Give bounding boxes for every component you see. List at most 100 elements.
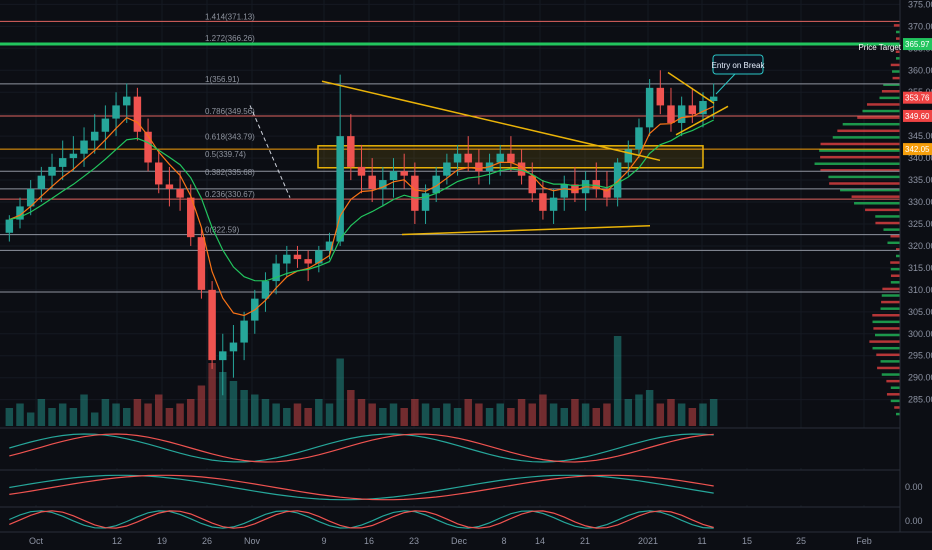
entry-callout-pointer [715, 73, 736, 95]
time-tick-label: 12 [112, 536, 122, 546]
candle-body [539, 193, 547, 211]
oscillator-panel-3: 0.00 [0, 506, 923, 532]
price-tick-label: 310.00 [908, 285, 932, 295]
wedge-lower [675, 105, 729, 136]
volume-profile-bar [854, 202, 900, 205]
time-tick-label: 15 [742, 536, 752, 546]
volume-bar [357, 399, 366, 426]
fib-labels: 1.414(371.13) 1.272(366.26) 1(356.91) 0.786… [205, 12, 255, 234]
volume-bar [229, 381, 238, 426]
annotations: Entry on Break Price Target [712, 43, 902, 95]
time-tick-label: 2021 [638, 536, 658, 546]
candle-body [261, 281, 270, 299]
candle-body [229, 342, 238, 352]
volume-bar [560, 408, 568, 426]
volume-bar [699, 403, 707, 426]
volume-bar [592, 408, 601, 426]
volume-profile-bar [829, 182, 900, 185]
ema-line [9, 119, 714, 282]
volume-bar [133, 399, 142, 426]
moving-averages [9, 105, 714, 317]
osc2-value: 0.00 [905, 482, 923, 492]
candle-body [37, 175, 46, 189]
volume-bar [421, 403, 430, 426]
volume-bar [90, 412, 99, 426]
volume-profile-bar [866, 103, 900, 106]
osc3-value: 0.00 [905, 516, 923, 526]
volume-profile-bar [895, 50, 900, 54]
volume-bar [645, 390, 654, 426]
candle-body [69, 153, 78, 159]
volume-profile-bar [828, 175, 900, 179]
volume-profile-bar [820, 142, 900, 146]
volume-bar [453, 408, 462, 426]
volume-bar [624, 399, 633, 426]
candle-body [379, 180, 387, 189]
candle-body [112, 105, 120, 119]
time-tick-label: 16 [364, 536, 374, 546]
volume-bar [400, 408, 408, 426]
osc1-line-a [9, 433, 714, 463]
volume-bar [667, 399, 675, 426]
volume-profile-bar [892, 76, 900, 80]
candle-body [325, 241, 334, 251]
volume-profile-bar [881, 294, 900, 297]
candle-body [496, 153, 504, 163]
fib-label: 0.786(349.56) [205, 107, 255, 116]
candle-body [155, 162, 163, 185]
volume-profile-bar [893, 24, 900, 27]
time-tick-label: Nov [244, 536, 261, 546]
time-tick-label: 26 [202, 536, 212, 546]
volume-profile-bar [872, 314, 900, 317]
candle-body [592, 180, 601, 189]
volume-profile-bar [819, 149, 900, 152]
candle-body [560, 184, 568, 198]
candle-body [187, 197, 195, 238]
candle-body [507, 153, 515, 163]
fib-label: 0.618(343.79) [205, 132, 255, 141]
candle-body [315, 250, 323, 264]
time-tick-label: 25 [796, 536, 806, 546]
price-tags: 365.97 353.76 349.60 342.05 [903, 38, 932, 156]
volume-profile-bar [865, 208, 900, 212]
price-tick-label: 330.00 [908, 197, 932, 207]
price-tick-label: 340.00 [908, 153, 932, 163]
candle-body [240, 320, 248, 343]
volume-profile-bar [837, 129, 900, 133]
candle-body [699, 101, 707, 115]
time-tick-label: 8 [501, 536, 506, 546]
volume-profile-bar [892, 70, 900, 73]
candle-body [645, 87, 654, 128]
volume-profile-bar [877, 366, 900, 370]
price-tick-label: 375.00 [908, 0, 932, 9]
price-tick-label: 335.00 [908, 175, 932, 185]
volume-profile-bar [896, 37, 900, 40]
osc3-bg [0, 507, 900, 532]
volume-bar [677, 403, 686, 426]
volume-bar [219, 372, 227, 426]
osc3-line-b [9, 510, 714, 529]
volume-profile-bar [887, 241, 900, 245]
volume-profile-bar [879, 96, 900, 100]
candle-body [283, 254, 291, 264]
volume-profile-bar [880, 307, 900, 310]
candle-body [5, 219, 14, 233]
price-tag-text: 353.76 [905, 94, 930, 103]
volume-profile-bar [894, 406, 900, 409]
volume-profile-bar [881, 90, 900, 93]
price-tick-label: 360.00 [908, 65, 932, 75]
time-axis[interactable]: Oct 12 19 26 Nov 9 16 23 Dec 8 14 21 2021 11 15 25 Feb [0, 531, 932, 546]
volume-profile-bar [886, 393, 900, 396]
candle-body [667, 105, 675, 123]
price-tag-bg [903, 109, 932, 122]
volume-bar [549, 403, 558, 426]
volume-bar [517, 399, 526, 426]
price-tag-bg [903, 38, 932, 51]
volume-profile-bar [896, 57, 900, 60]
candle-body [26, 188, 35, 207]
candle-body [368, 175, 376, 189]
volume-bar [240, 390, 248, 426]
price-tick-label: 345.00 [908, 131, 932, 141]
volume-bar [336, 358, 344, 426]
